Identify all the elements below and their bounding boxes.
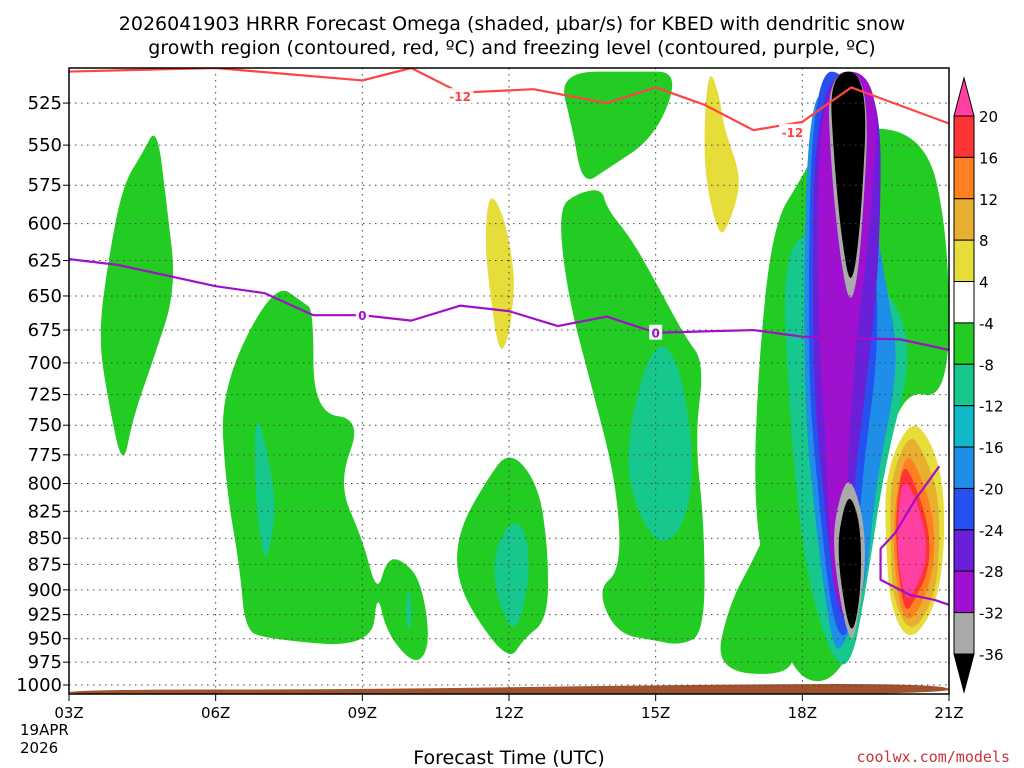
colorbar-label: -12 (979, 398, 1004, 416)
y-tick-label: 650 (28, 286, 62, 307)
colorbar-label: 4 (979, 274, 989, 292)
colorbar-label: -16 (979, 439, 1004, 457)
omega-region (704, 76, 739, 233)
contour-line (879, 465, 949, 606)
contour-label: -12 (449, 90, 471, 104)
contour-label-bg (355, 307, 369, 323)
y-axis: 525 550 575 600 625 650 675 700 725 750 775 800 825 8… (16, 93, 69, 696)
credit-text: coolwx.com/models (856, 748, 1010, 766)
x-tick-label: 09Z (348, 704, 377, 722)
x-tick-label: 03Z (54, 704, 83, 722)
y-tick-label: 675 (28, 320, 62, 341)
colorbar-label: 20 (979, 108, 998, 126)
contour-lines: -12 -12 0 0 (69, 68, 949, 606)
colorbar-label: -28 (979, 563, 1004, 581)
y-tick-label: 700 (28, 353, 62, 374)
omega-shading (69, 71, 949, 694)
y-tick-label: 1000 (16, 675, 62, 696)
colorbar-swatch (953, 446, 975, 489)
omega-region (222, 290, 428, 660)
omega-region (897, 483, 926, 598)
x-axis: 03Z 06Z 09Z 12Z 15Z 18Z 21Z (54, 694, 964, 722)
colorbar-bottom-tip (953, 653, 975, 694)
y-tick-label: 600 (28, 214, 62, 235)
colorbar-swatch (953, 570, 975, 614)
colorbar-label: 8 (979, 232, 989, 250)
y-tick-label: 525 (28, 93, 62, 114)
chart-title-line2: growth region (contoured, red, ºC) and f… (148, 37, 875, 59)
omega-region (720, 527, 793, 674)
contour-line (69, 68, 949, 132)
y-tick-label: 825 (28, 501, 62, 522)
omega-region (831, 71, 866, 278)
colorbar: 20 16 12 8 4 -4 -8 -12 -16 -20 -24 -28 -32 -36 (953, 76, 1004, 694)
date-label-year: 2026 (20, 739, 58, 757)
y-tick-label: 900 (28, 580, 62, 601)
omega-region (564, 71, 673, 180)
x-tick-label: 15Z (641, 704, 670, 722)
colorbar-swatch (953, 198, 975, 241)
omega-region (254, 422, 275, 557)
colorbar-label: 16 (979, 149, 998, 167)
y-tick-label: 750 (28, 415, 62, 436)
grid-lines (69, 68, 949, 694)
y-tick-label: 575 (28, 175, 62, 196)
y-tick-label: 550 (28, 135, 62, 156)
colorbar-label: 12 (979, 191, 998, 209)
colorbar-swatch (953, 487, 975, 531)
colorbar-label: -36 (979, 646, 1004, 664)
omega-region (406, 592, 412, 630)
y-tick-label: 850 (28, 528, 62, 549)
colorbar-label: -4 (979, 315, 994, 333)
x-axis-title: Forecast Time (UTC) (413, 747, 604, 768)
contour-label-bg (649, 324, 663, 340)
y-tick-label: 625 (28, 251, 62, 272)
y-tick-label: 975 (28, 652, 62, 673)
colorbar-label: -20 (979, 480, 1004, 498)
x-tick-label: 18Z (788, 704, 817, 722)
colorbar-label: -8 (979, 356, 994, 374)
y-tick-label: 725 (28, 385, 62, 406)
contour-label-bg (779, 123, 807, 139)
colorbar-label: -32 (979, 605, 1004, 623)
colorbar-swatch (953, 115, 975, 158)
chart-title-line1: 2026041903 HRRR Forecast Omega (shaded, … (119, 13, 905, 35)
date-label-day: 19APR (20, 721, 69, 739)
contour-line (69, 258, 949, 351)
colorbar-label: -24 (979, 522, 1004, 540)
y-tick-label: 775 (28, 445, 62, 466)
colorbar-swatch (953, 322, 975, 365)
contour-label-bg (446, 88, 474, 104)
colorbar-top-tip (953, 76, 975, 117)
omega-region (838, 498, 861, 629)
y-tick-label: 800 (28, 473, 62, 494)
omega-region (100, 135, 174, 456)
omega-region (69, 684, 949, 694)
colorbar-swatch (953, 281, 975, 324)
contour-label: 0 (651, 327, 659, 341)
x-tick-label: 21Z (934, 704, 963, 722)
colorbar-swatch (953, 156, 975, 200)
contour-label: -12 (782, 126, 804, 140)
omega-region (494, 523, 529, 627)
y-tick-label: 950 (28, 629, 62, 650)
colorbar-swatch (953, 239, 975, 283)
colorbar-swatch (953, 529, 975, 572)
y-tick-label: 875 (28, 554, 62, 575)
colorbar-swatch (953, 612, 975, 655)
colorbar-swatch (953, 363, 975, 407)
x-tick-label: 06Z (201, 704, 230, 722)
y-tick-label: 925 (28, 605, 62, 626)
colorbar-swatch (953, 405, 975, 448)
x-tick-label: 12Z (494, 704, 523, 722)
contour-label: 0 (358, 309, 366, 323)
